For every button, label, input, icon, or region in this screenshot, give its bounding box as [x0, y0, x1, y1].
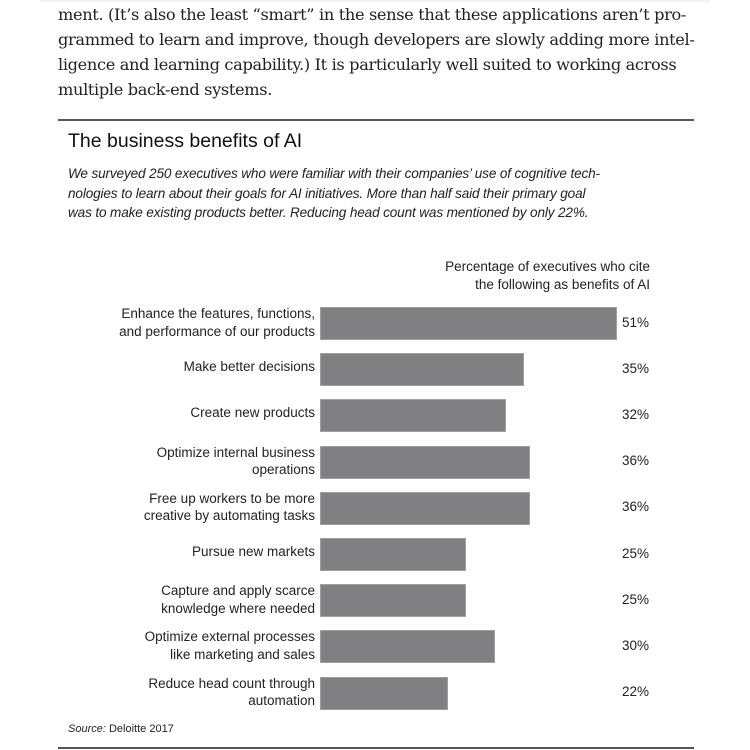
category-label: Create new products: [190, 404, 315, 422]
bar: [320, 307, 617, 340]
value-label: 36%: [622, 499, 650, 515]
category-label-line: like marketing and sales: [170, 646, 315, 662]
value-label: 25%: [622, 545, 650, 561]
bar: [320, 584, 466, 618]
axis-title-line: the following as benefits of AI: [475, 276, 650, 292]
bottom-divider: [58, 747, 694, 749]
category-label-line: knowledge where needed: [161, 600, 315, 616]
category-label-line: Create new products: [190, 405, 315, 421]
category-label-line: Free up workers to be more: [149, 490, 315, 506]
category-label-line: Reduce head count through: [148, 675, 315, 691]
value-label: 32%: [622, 406, 650, 422]
category-label: Enhance the features, functions, and perf…: [119, 305, 315, 340]
category-label-line: Capture and apply scarce: [161, 583, 315, 599]
category-label-line: Optimize internal business: [156, 444, 315, 460]
category-label-line: and performance of our products: [119, 323, 315, 339]
article-line: grammed to learn and improve, though dev…: [58, 30, 695, 49]
source-text: Deloitte 2017: [105, 723, 174, 735]
article-line: ligence and learning capability.) It is …: [58, 55, 677, 74]
article-line: ment. (It’s also the least “smart” in th…: [58, 5, 686, 24]
chart-source: Source: Deloitte 2017: [68, 723, 174, 735]
bar: [320, 630, 495, 664]
subtitle-line: was to make existing products better. Re…: [68, 205, 589, 220]
chart-subtitle: We surveyed 250 executives who were fami…: [68, 164, 688, 223]
category-label: Free up workers to be more creative by au…: [144, 490, 315, 525]
chart-title: The business benefits of AI: [68, 130, 303, 152]
bar: [320, 538, 466, 571]
bar: [320, 399, 507, 433]
category-label: Make better decisions: [184, 358, 315, 376]
top-divider: [58, 119, 694, 121]
value-label: 35%: [622, 360, 650, 376]
top-strip: [40, 0, 710, 2]
bar: [320, 491, 530, 525]
category-label-line: Pursue new markets: [191, 543, 315, 559]
value-label: 36%: [622, 453, 650, 469]
category-label-line: creative by automating tasks: [143, 508, 315, 524]
bar: [320, 445, 530, 479]
category-label: Optimize internal business operations: [157, 444, 315, 479]
bar: [320, 676, 449, 710]
axis-title-line: Percentage of executives who cite: [445, 259, 650, 274]
category-label: Reduce head count through automation: [148, 675, 315, 710]
article-text: ment. (It’s also the least “smart” in th…: [58, 2, 698, 102]
article-line: multiple back-end systems.: [58, 80, 273, 99]
category-label-line: automation: [248, 693, 315, 709]
value-label: 22%: [622, 684, 650, 700]
subtitle-line: We surveyed 250 executives who were fami…: [68, 166, 600, 181]
category-label-line: Make better decisions: [183, 358, 315, 374]
category-label: Capture and apply scarce knowledge where …: [161, 582, 315, 617]
value-label: 25%: [622, 591, 650, 607]
category-label-line: Enhance the features, functions,: [121, 306, 315, 321]
category-label: Optimize external processes like marketin…: [145, 628, 315, 663]
subtitle-line: nologies to learn about their goals for …: [68, 185, 586, 201]
category-label-line: operations: [251, 462, 315, 478]
category-label: Pursue new markets: [192, 543, 315, 561]
category-label-line: Optimize external processes: [144, 629, 315, 645]
source-prefix: Source:: [68, 723, 106, 735]
axis-title: Percentage of executives who cite the fo…: [445, 258, 650, 293]
value-label: 51%: [622, 314, 650, 330]
bar: [320, 353, 524, 387]
value-label: 30%: [622, 637, 650, 653]
